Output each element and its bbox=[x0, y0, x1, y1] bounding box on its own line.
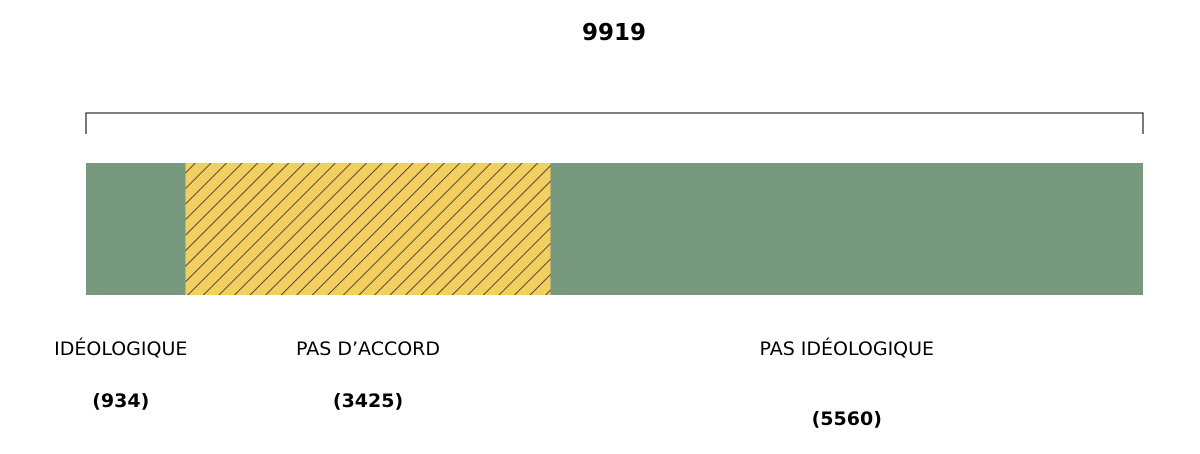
category-label-pas-daccord: PAS D’ACCORD bbox=[296, 338, 440, 360]
value-label-ideologique: (934) bbox=[92, 390, 149, 412]
category-label-ideologique: IDÉOLOGIQUE bbox=[54, 337, 187, 360]
category-label-pas-ideologique: PAS IDÉOLOGIQUE bbox=[759, 337, 934, 360]
value-label-pas-ideologique: (5560) bbox=[812, 408, 882, 430]
value-label-pas-daccord: (3425) bbox=[333, 390, 403, 412]
bar-segment-ideologique bbox=[86, 163, 186, 295]
bar-segment-pas-ideologique bbox=[550, 163, 1143, 295]
category-labels: IDÉOLOGIQUE PAS D’ACCORD PAS IDÉOLOGIQUE… bbox=[54, 337, 934, 430]
bar-segment-hatch-overlay bbox=[185, 163, 551, 295]
total-label: 9919 bbox=[582, 20, 646, 46]
bar-segments bbox=[86, 163, 1143, 295]
total-bracket bbox=[85, 112, 1144, 134]
